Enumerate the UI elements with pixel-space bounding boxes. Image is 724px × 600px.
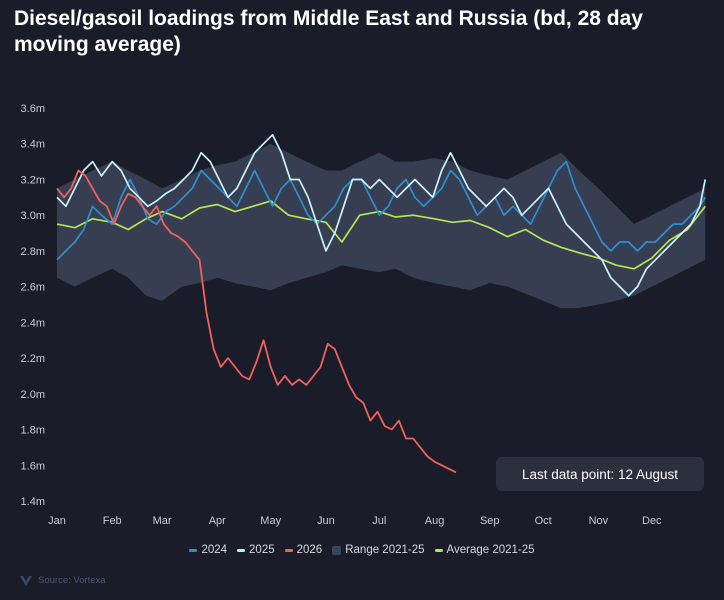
last-data-point-annotation: Last data point: 12 August [496,457,704,491]
legend-swatch [189,548,198,552]
legend-label: Average 2021-25 [446,544,535,556]
range-2021-25-band [57,143,706,309]
y-axis-labels: 1.4m 1.6m 1.8m 2.0m 2.2m 2.4m 2.6m 2.8m 3.0m 3.2m… [21,103,45,508]
y-tick-label: 2.8m [21,246,45,258]
y-tick-label: 2.2m [21,353,45,365]
y-tick-label: 1.6m [21,460,45,472]
legend-swatch [434,548,443,552]
legend-label: 2024 [201,544,228,556]
legend-item: 2026 [284,544,323,556]
series-2025-line [56,133,707,297]
source-text: Source: Vortexa [38,575,106,586]
vortexa-logo-icon [20,575,32,586]
legend-swatch [284,548,293,552]
legend-label: Range 2021-25 [345,544,425,556]
x-tick-label: Jul [372,515,386,527]
legend-label: 2026 [296,544,323,556]
y-tick-label: 2.6m [21,282,45,294]
y-tick-label: 3.2m [21,174,45,186]
x-tick-label: Nov [589,515,609,527]
legend-item: Average 2021-25 [434,544,535,556]
legend-label: 2025 [249,544,275,556]
y-tick-label: 1.4m [21,496,45,508]
x-axis-labels: Jan Feb Mar Apr May Jun Jul Aug Sep Oct Nov Dec [48,515,662,527]
y-tick-label: 2.0m [21,389,45,401]
average-2021-25-line [56,200,706,270]
x-tick-label: Jan [48,515,66,527]
range-band-layer [57,143,706,309]
y-tick-label: 3.0m [21,210,45,222]
x-tick-label: Sep [480,515,500,527]
x-tick-label: May [260,515,281,527]
y-tick-label: 2.4m [21,317,45,329]
x-tick-label: Jun [317,515,335,527]
x-tick-label: Mar [153,515,172,527]
source-note: Source: Vortexa [20,575,106,586]
x-tick-label: Oct [535,515,552,527]
legend-item: 2025 [237,544,275,556]
chart-legend: 2024 2025 2026 Range 2021-25 Average 2021-25 [0,544,724,556]
x-tick-label: Dec [642,515,662,527]
legend-item: Range 2021-25 [332,544,425,556]
y-tick-label: 3.4m [21,139,45,151]
legend-swatch [237,548,246,552]
x-tick-label: Aug [425,515,445,527]
legend-item: 2024 [189,544,227,556]
chart-title: Diesel/gasoil loadings from Middle East … [14,7,643,56]
x-tick-label: Apr [209,515,226,527]
x-tick-label: Feb [103,515,122,527]
series-2026-line [56,169,457,474]
series-lines-layer [56,133,707,474]
y-tick-label: 3.6m [21,103,45,115]
y-tick-label: 1.8m [21,425,45,437]
legend-swatch [332,545,342,555]
series-2024-line [56,160,706,261]
